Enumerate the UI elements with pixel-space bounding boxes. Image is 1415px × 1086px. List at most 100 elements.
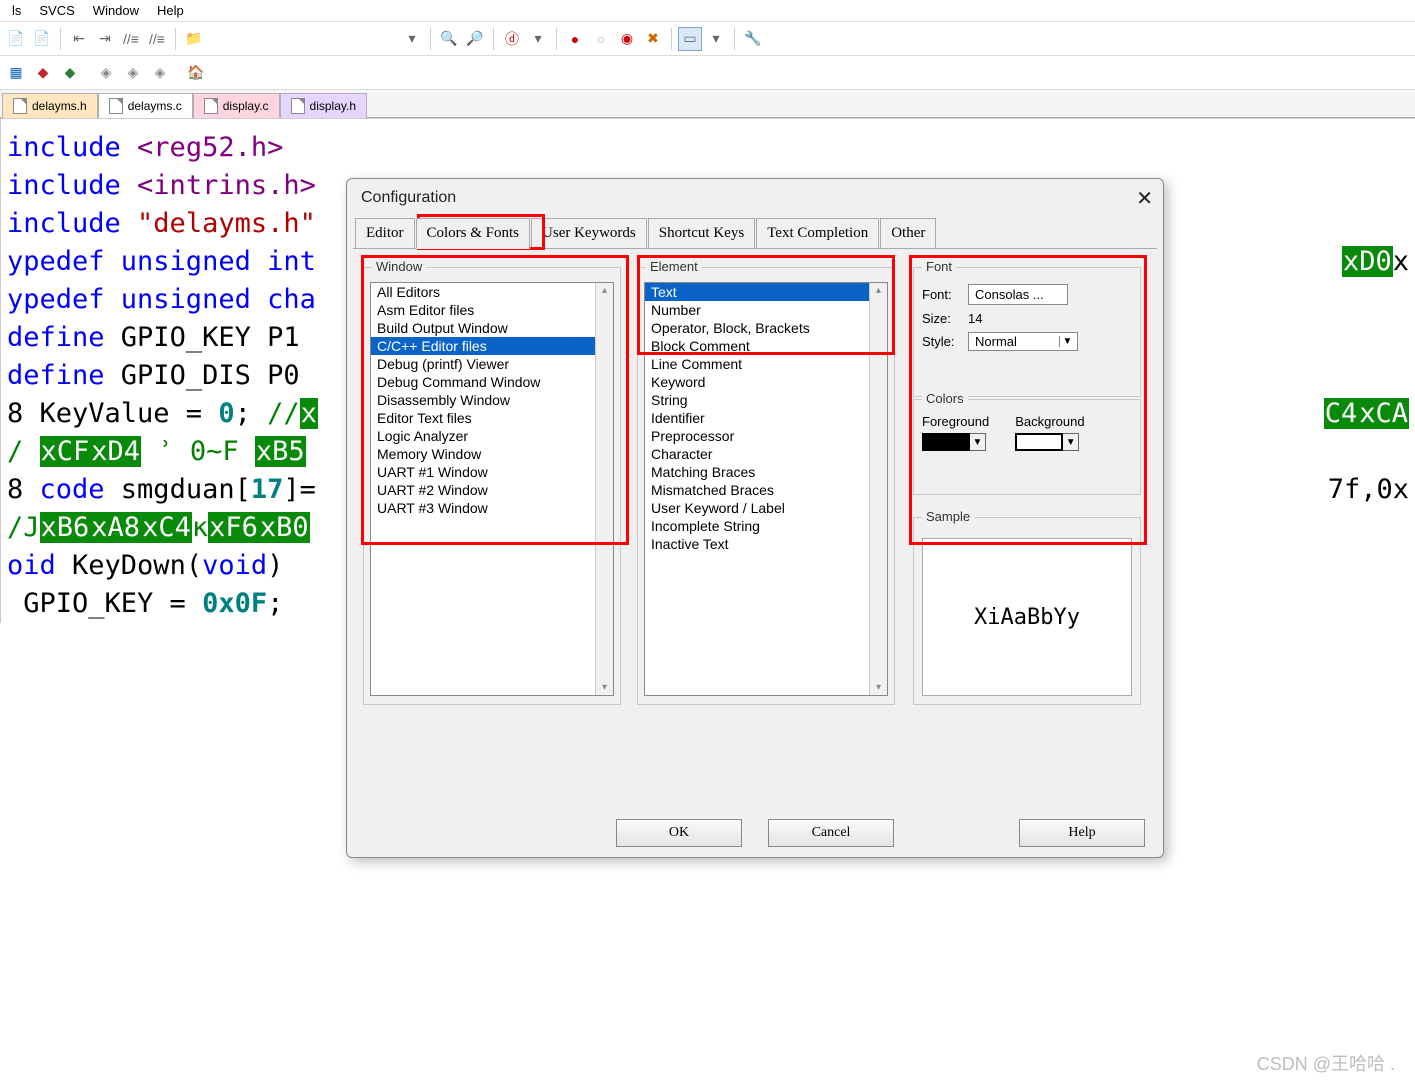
list-item[interactable]: C/C++ Editor files <box>371 337 613 355</box>
list-item[interactable]: Preprocessor <box>645 427 887 445</box>
font-button[interactable]: Consolas ... <box>968 284 1068 305</box>
tab-other[interactable]: Other <box>880 218 936 249</box>
find-files-icon[interactable]: 🔎 <box>463 27 487 51</box>
list-item[interactable]: Inactive Text <box>645 535 887 553</box>
list-item[interactable]: Line Comment <box>645 355 887 373</box>
list-item[interactable]: All Editors <box>371 283 613 301</box>
list-item[interactable]: UART #3 Window <box>371 499 613 517</box>
tab-shortcut-keys[interactable]: Shortcut Keys <box>648 218 755 249</box>
sample-preview: XiAaBbYy <box>922 538 1132 696</box>
cancel-button[interactable]: Cancel <box>768 819 894 847</box>
list-item[interactable]: Operator, Block, Brackets <box>645 319 887 337</box>
scrollbar[interactable]: ▴▾ <box>869 283 887 695</box>
outdent-icon[interactable]: ⇥ <box>93 27 117 51</box>
separator <box>734 28 735 50</box>
dropdown-icon[interactable]: ▾ <box>400 27 424 51</box>
style-label: Style: <box>922 334 968 349</box>
bp-icon[interactable]: ● <box>563 27 587 51</box>
group-title: Colors <box>922 391 968 406</box>
tab-editor[interactable]: Editor <box>355 218 415 249</box>
file-tab[interactable]: delayms.c <box>98 93 193 118</box>
file-tab[interactable]: display.c <box>193 93 280 118</box>
file-tabs: delayms.h delayms.c display.c display.h <box>0 90 1415 118</box>
background-label: Background <box>1015 414 1084 429</box>
foreground-swatch[interactable]: ▼ <box>922 433 986 451</box>
group-title: Window <box>372 259 426 274</box>
file-tab[interactable]: delayms.h <box>2 93 98 118</box>
list-item[interactable]: Character <box>645 445 887 463</box>
window-icon[interactable]: ▭ <box>678 27 702 51</box>
load-icon[interactable]: ◈ <box>94 61 118 85</box>
window-listbox[interactable]: All EditorsAsm Editor filesBuild Output … <box>370 282 614 696</box>
tb-icon[interactable]: 📄 <box>4 27 28 51</box>
list-item[interactable]: Build Output Window <box>371 319 613 337</box>
close-icon[interactable]: ✕ <box>1136 186 1153 211</box>
element-listbox[interactable]: TextNumberOperator, Block, BracketsBlock… <box>644 282 888 696</box>
bp-kill-icon[interactable]: ✖ <box>641 27 665 51</box>
menu-item[interactable]: SVCS <box>31 1 82 20</box>
size-label: Size: <box>922 311 968 326</box>
tab-text-completion[interactable]: Text Completion <box>756 218 879 249</box>
bp-icon[interactable]: ◉ <box>615 27 639 51</box>
tb-icon[interactable]: 📄 <box>30 27 54 51</box>
toolbar-main: 📄 📄 ⇤ ⇥ //≡ //≡ 📁 ▾ 🔍 🔎 ⓓ ▾ ● ○ ◉ ✖ ▭ ▾ … <box>0 22 1415 56</box>
separator <box>493 28 494 50</box>
configuration-dialog: Configuration ✕ Editor Colors & Fonts Us… <box>346 178 1164 858</box>
menu-item[interactable]: ls <box>4 1 29 20</box>
menu-item[interactable]: Help <box>149 1 192 20</box>
background-swatch[interactable]: ▼ <box>1015 433 1079 451</box>
shapes-icon[interactable]: ◆ <box>31 61 55 85</box>
tab-label: display.h <box>310 99 356 113</box>
list-item[interactable]: Asm Editor files <box>371 301 613 319</box>
debug-icon[interactable]: ⓓ <box>500 27 524 51</box>
tab-user-keywords[interactable]: User Keywords <box>531 218 647 249</box>
foreground-label: Foreground <box>922 414 989 429</box>
list-item[interactable]: Logic Analyzer <box>371 427 613 445</box>
list-item[interactable]: Disassembly Window <box>371 391 613 409</box>
comment-icon[interactable]: //≡ <box>119 27 143 51</box>
file-tab[interactable]: display.h <box>280 93 367 118</box>
menubar: ls SVCS Window Help <box>0 0 1415 22</box>
tab-colors-fonts[interactable]: Colors & Fonts <box>416 218 531 249</box>
list-item[interactable]: Debug (printf) Viewer <box>371 355 613 373</box>
list-item[interactable]: Matching Braces <box>645 463 887 481</box>
list-item[interactable]: Text <box>645 283 887 301</box>
list-item[interactable]: User Keyword / Label <box>645 499 887 517</box>
list-item[interactable]: UART #2 Window <box>371 481 613 499</box>
file-icon <box>109 98 123 114</box>
uncomment-icon[interactable]: //≡ <box>145 27 169 51</box>
dropdown-icon[interactable]: ▾ <box>526 27 550 51</box>
list-item[interactable]: UART #1 Window <box>371 463 613 481</box>
list-item[interactable]: Incomplete String <box>645 517 887 535</box>
list-item[interactable]: Debug Command Window <box>371 373 613 391</box>
list-item[interactable]: Number <box>645 301 887 319</box>
list-item[interactable]: Identifier <box>645 409 887 427</box>
list-item[interactable]: Editor Text files <box>371 409 613 427</box>
config-icon[interactable]: 🔧 <box>741 27 765 51</box>
list-item[interactable]: Memory Window <box>371 445 613 463</box>
style-dropdown[interactable]: Normal▼ <box>968 332 1078 351</box>
bp-disable-icon[interactable]: ○ <box>589 27 613 51</box>
indent-icon[interactable]: ⇤ <box>67 27 91 51</box>
group-title: Font <box>922 259 956 274</box>
find-icon[interactable]: 🔍 <box>437 27 461 51</box>
scrollbar[interactable]: ▴▾ <box>595 283 613 695</box>
shapes-icon[interactable]: ◆ <box>58 61 82 85</box>
dialog-titlebar: Configuration ✕ <box>347 179 1163 217</box>
shapes-icon[interactable]: ▦ <box>4 61 28 85</box>
list-item[interactable]: Mismatched Braces <box>645 481 887 499</box>
separator <box>671 28 672 50</box>
dropdown-icon[interactable]: ▾ <box>704 27 728 51</box>
menu-item[interactable]: Window <box>85 1 147 20</box>
list-item[interactable]: Keyword <box>645 373 887 391</box>
list-item[interactable]: Block Comment <box>645 337 887 355</box>
build-icon[interactable]: ◈ <box>121 61 145 85</box>
list-item[interactable]: String <box>645 391 887 409</box>
size-value: 14 <box>968 309 982 328</box>
ok-button[interactable]: OK <box>616 819 742 847</box>
target-icon[interactable]: 🏠 <box>184 61 208 85</box>
folder-icon[interactable]: 📁 <box>182 27 206 51</box>
tab-label: display.c <box>223 99 269 113</box>
help-button[interactable]: Help <box>1019 819 1145 847</box>
rebuild-icon[interactable]: ◈ <box>148 61 172 85</box>
